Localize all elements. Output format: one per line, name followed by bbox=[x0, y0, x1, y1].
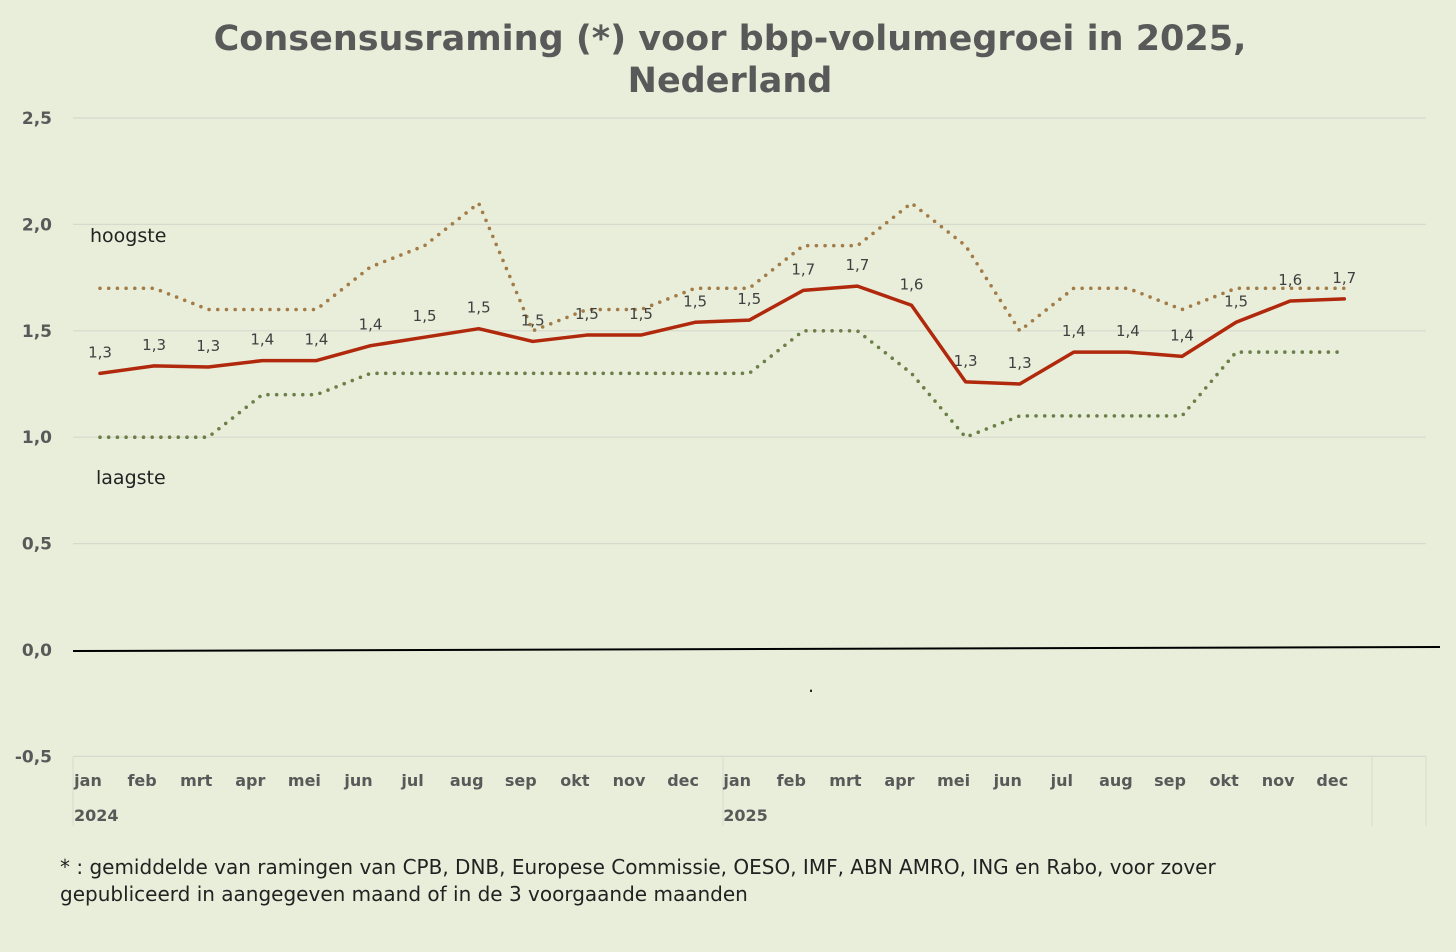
data-label: 1,4 bbox=[1170, 326, 1194, 344]
data-label: 1,4 bbox=[1062, 322, 1086, 340]
x-tick-label: jun bbox=[993, 771, 1022, 790]
footnote-line-2: gepubliceerd in aangegeven maand of in d… bbox=[60, 882, 748, 906]
x-tick-label: mrt bbox=[829, 771, 862, 790]
x-tick-label: dec bbox=[1316, 771, 1348, 790]
series-line-consensus bbox=[98, 284, 1347, 386]
data-label: 1,5 bbox=[737, 290, 761, 308]
data-label: 1,4 bbox=[250, 331, 274, 349]
data-label: 1,7 bbox=[1332, 269, 1356, 287]
x-year-label: 2024 bbox=[74, 806, 119, 825]
data-label: 1,7 bbox=[845, 256, 869, 274]
data-label: 1,4 bbox=[304, 331, 328, 349]
y-tick-label: 1,5 bbox=[22, 322, 52, 342]
data-label: 1,3 bbox=[142, 336, 166, 354]
x-tick-label: jan bbox=[722, 771, 751, 790]
chart-title-line-1: Consensusraming (*) voor bbp-volumegroei… bbox=[213, 19, 1247, 59]
x-tick-label: apr bbox=[884, 771, 914, 790]
data-label: 1,3 bbox=[196, 337, 220, 355]
data-label: 1,6 bbox=[900, 275, 924, 293]
data-label: 1,3 bbox=[88, 343, 112, 361]
data-label: 1,5 bbox=[575, 305, 599, 323]
data-label: 1,5 bbox=[521, 311, 545, 329]
x-tick-label: mrt bbox=[180, 771, 213, 790]
data-label: 1,3 bbox=[1008, 354, 1032, 372]
x-tick-label: sep bbox=[1154, 771, 1186, 790]
x-tick-label: feb bbox=[127, 771, 156, 790]
data-label: 1,4 bbox=[359, 316, 383, 334]
series-line-hoogste bbox=[98, 201, 1347, 333]
data-label: 1,5 bbox=[467, 299, 491, 317]
footnote-line-1: * : gemiddelde van ramingen van CPB, DNB… bbox=[60, 855, 1216, 879]
data-label: 1,4 bbox=[1116, 322, 1140, 340]
data-label: 1,5 bbox=[1224, 292, 1248, 310]
data-label: 1,6 bbox=[1278, 271, 1302, 289]
footnote: * : gemiddelde van ramingen van CPB, DNB… bbox=[60, 854, 1360, 908]
data-label: 1,5 bbox=[413, 307, 437, 325]
x-tick-label: jun bbox=[343, 771, 372, 790]
chart-title: Consensusraming (*) voor bbp-volumegroei… bbox=[0, 18, 1456, 102]
chart-title-line-2: Nederland bbox=[627, 61, 833, 101]
y-tick-label: -0,5 bbox=[15, 747, 52, 767]
x-tick-label: okt bbox=[1209, 771, 1239, 790]
data-label: 1,3 bbox=[954, 352, 978, 370]
x-tick-label: dec bbox=[667, 771, 699, 790]
x-tick-label: sep bbox=[505, 771, 537, 790]
data-label: 1,5 bbox=[629, 305, 653, 323]
x-tick-label: aug bbox=[450, 771, 484, 790]
x-tick-label: mei bbox=[937, 771, 970, 790]
x-tick-label: jul bbox=[400, 771, 423, 790]
x-tick-label: nov bbox=[1262, 771, 1295, 790]
series-line-laagste bbox=[98, 328, 1347, 440]
y-tick-label: 0,5 bbox=[22, 535, 52, 555]
x-tick-label: jan bbox=[73, 771, 102, 790]
x-tick-label: apr bbox=[235, 771, 265, 790]
annotation-laagste: laagste bbox=[96, 467, 166, 489]
annotation-dot: . bbox=[808, 675, 814, 697]
y-tick-label: 1,0 bbox=[22, 428, 52, 448]
x-tick-label: mei bbox=[288, 771, 321, 790]
y-tick-label: 2,5 bbox=[22, 109, 52, 129]
x-year-label: 2025 bbox=[723, 806, 768, 825]
data-label: 1,7 bbox=[791, 260, 815, 278]
y-tick-label: 2,0 bbox=[22, 215, 52, 235]
zero-axis-line bbox=[72, 646, 1441, 652]
x-tick-label: nov bbox=[613, 771, 646, 790]
annotation-hoogste: hoogste bbox=[90, 225, 166, 247]
y-tick-label: 0,0 bbox=[22, 641, 52, 661]
x-tick-label: aug bbox=[1099, 771, 1133, 790]
x-tick-label: feb bbox=[777, 771, 806, 790]
x-tick-label: okt bbox=[560, 771, 590, 790]
x-tick-label: jul bbox=[1050, 771, 1073, 790]
data-label: 1,5 bbox=[683, 292, 707, 310]
